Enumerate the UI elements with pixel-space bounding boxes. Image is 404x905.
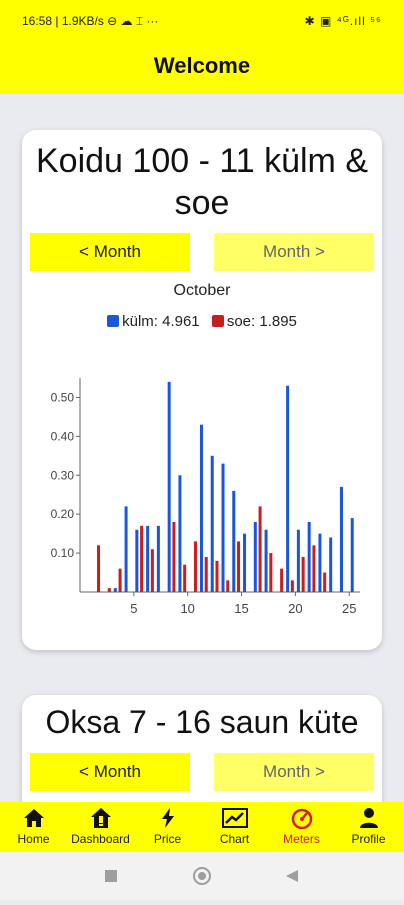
y-tick-label: 0.50	[51, 390, 75, 404]
bar-külm	[146, 525, 150, 592]
bar-soe	[280, 568, 284, 592]
legend-item-kulm[interactable]: külm: 4.961	[107, 313, 200, 330]
legend-swatch-soe	[211, 315, 224, 327]
bar-soe	[107, 588, 111, 592]
meter-card-title: Oksa 7 - 16 saun küte	[45, 704, 359, 740]
bar-külm	[329, 537, 333, 592]
back-icon[interactable]	[286, 870, 298, 882]
bar-soe	[150, 549, 154, 592]
bar-külm	[296, 529, 300, 592]
next-month-button[interactable]: Month >	[214, 233, 374, 271]
nav-label-meters: Meters	[283, 832, 320, 846]
bar-soe	[301, 556, 305, 592]
meter-bar-chart: 0.10 0.20 0.30 0.40 0.50 5 10 15 20 25	[51, 378, 360, 616]
bar-soe	[172, 521, 176, 592]
bar-soe	[193, 541, 197, 592]
status-bar: 16:58 | 1.9KB/s ⊖ ☁ ⌶ ··· ✱ ▣ ⁴ᴳ.ıll ⁵⁶	[0, 0, 404, 42]
status-left-info: 16:58 | 1.9KB/s ⊖ ☁ ⌶ ···	[22, 14, 159, 28]
bottom-navigation: Home Dashboard Price Chart Meters	[0, 802, 404, 852]
bar-külm	[339, 486, 343, 592]
bar-soe	[140, 525, 144, 592]
nav-item-meters[interactable]: Meters	[268, 802, 335, 852]
bar-soe	[204, 556, 208, 592]
home-icon	[23, 809, 44, 827]
nav-label-profile: Profile	[351, 832, 386, 846]
status-right-icons: ✱ ▣ ⁴ᴳ.ıll ⁵⁶	[304, 14, 382, 28]
bar-soe	[269, 553, 273, 592]
bar-külm	[307, 521, 311, 592]
bar-külm	[318, 533, 322, 592]
bar-külm	[178, 475, 182, 592]
bar-külm	[221, 463, 225, 592]
previous-month-button[interactable]: < Month	[30, 753, 190, 791]
y-tick-label: 0.30	[51, 468, 75, 482]
bar-külm	[350, 518, 354, 592]
nav-label-price: Price	[153, 832, 182, 846]
legend-label-soe: soe: 1.895	[226, 313, 297, 330]
bar-külm	[124, 506, 128, 592]
x-tick-label: 10	[180, 601, 194, 616]
legend-item-soe[interactable]: soe: 1.895	[211, 313, 297, 330]
bar-külm	[210, 455, 214, 592]
home-circle-icon[interactable]	[193, 867, 211, 885]
chart-month-label: October	[173, 282, 231, 299]
app-bar: Welcome	[0, 42, 404, 94]
bar-soe	[97, 545, 101, 592]
bar-külm	[264, 529, 268, 592]
nav-label-chart: Chart	[219, 832, 250, 846]
nav-item-dashboard[interactable]: Dashboard	[67, 802, 134, 852]
bar-soe	[323, 572, 327, 592]
bar-külm	[135, 529, 139, 592]
bar-soe	[215, 560, 219, 592]
y-tick-label: 0.10	[51, 546, 75, 560]
nav-item-chart[interactable]: Chart	[201, 802, 268, 852]
recent-apps-icon[interactable]	[105, 870, 117, 882]
bar-soe	[258, 506, 262, 592]
system-nav-buttons	[105, 867, 298, 885]
y-tick-label: 0.20	[51, 507, 75, 521]
meter-card-koidu: Koidu 100 - 11 külm & soe < Month Month …	[22, 130, 382, 650]
bar-külm	[113, 588, 117, 592]
legend-swatch-kulm	[107, 315, 120, 327]
bar-külm	[232, 490, 236, 592]
nav-label-dashboard: Dashboard	[71, 832, 130, 846]
previous-month-button[interactable]: < Month	[30, 233, 190, 271]
meter-card-title: Koidu 100 - 11 külm & soe	[36, 142, 368, 222]
legend-label-kulm: külm: 4.961	[122, 313, 200, 330]
bar-külm	[243, 533, 247, 592]
y-tick-label: 0.40	[51, 429, 75, 443]
page-title: Welcome	[153, 53, 251, 78]
bar-külm	[199, 424, 203, 592]
bar-soe	[118, 568, 122, 592]
nav-item-home[interactable]: Home	[0, 802, 67, 852]
nav-label-home: Home	[17, 832, 50, 846]
nav-item-profile[interactable]: Profile	[335, 802, 402, 852]
person-icon	[359, 808, 378, 828]
trend-icon	[221, 808, 248, 828]
x-tick-label: 25	[342, 601, 356, 616]
bar-soe	[312, 545, 316, 592]
system-navigation-bar	[0, 852, 404, 900]
nav-item-price[interactable]: Price	[134, 802, 201, 852]
bar-soe	[226, 580, 230, 592]
bar-külm	[167, 381, 171, 592]
bar-külm	[253, 521, 257, 592]
next-month-button[interactable]: Month >	[214, 753, 374, 791]
x-tick-label: 5	[130, 601, 137, 616]
bolt-icon	[161, 808, 174, 828]
bar-külm	[286, 385, 290, 592]
x-tick-label: 15	[234, 601, 248, 616]
bar-külm	[156, 525, 160, 592]
dashboard-icon	[90, 808, 111, 828]
bar-soe	[237, 541, 241, 592]
chart-legend: külm: 4.961 soe: 1.895	[22, 313, 382, 330]
x-tick-label: 20	[288, 601, 302, 616]
speedometer-icon	[291, 808, 312, 829]
bar-soe	[183, 564, 187, 592]
bar-soe	[290, 580, 294, 592]
